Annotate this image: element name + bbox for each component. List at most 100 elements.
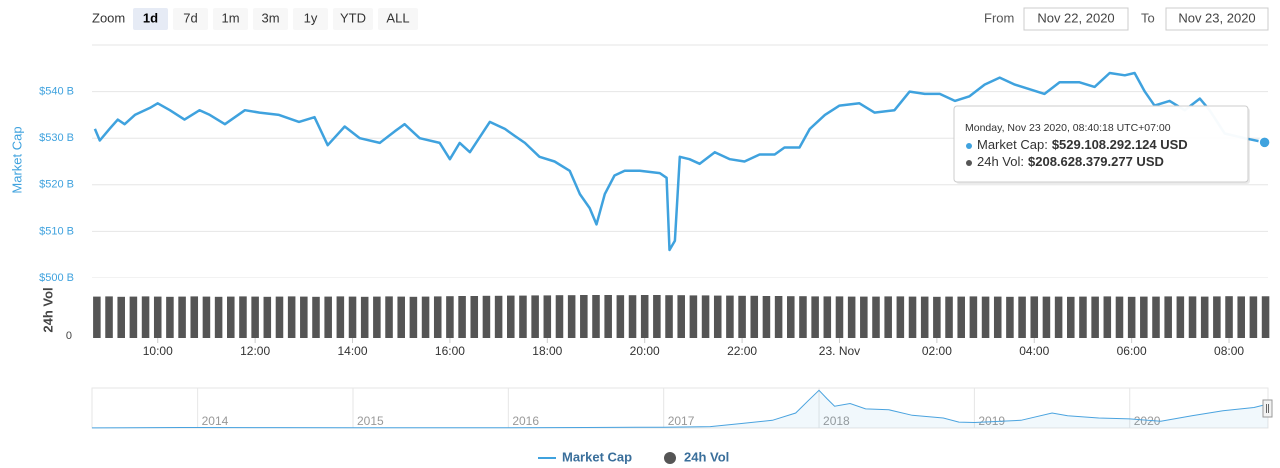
volume-bar bbox=[1261, 296, 1270, 338]
zoom-button[interactable] bbox=[173, 8, 208, 30]
volume-bar bbox=[1054, 296, 1063, 338]
hover-point bbox=[1258, 136, 1271, 149]
volume-bar bbox=[227, 296, 235, 338]
zoom-button-label[interactable]: 1y bbox=[304, 10, 318, 25]
volume-bar bbox=[1249, 296, 1258, 338]
zoom-button-label[interactable]: 7d bbox=[183, 10, 197, 25]
volume-bar bbox=[738, 295, 746, 338]
volume-bar bbox=[945, 296, 953, 338]
volume-bar bbox=[713, 295, 722, 338]
volume-bar bbox=[166, 296, 174, 338]
legend-label[interactable]: 24h Vol bbox=[684, 449, 729, 464]
volume-bar bbox=[1018, 296, 1026, 338]
volume-bar bbox=[823, 296, 832, 338]
navigator[interactable] bbox=[91, 387, 1269, 429]
volume-bar bbox=[957, 296, 965, 338]
volume-bar bbox=[860, 296, 868, 338]
zoom-button-label[interactable]: 1d bbox=[143, 10, 158, 25]
navigator-handle[interactable] bbox=[1262, 399, 1273, 418]
volume-bar bbox=[1200, 296, 1209, 338]
tooltip-dot bbox=[966, 160, 972, 166]
zoom-button[interactable] bbox=[293, 8, 328, 30]
volume-bar bbox=[762, 296, 771, 338]
navigator-tick-label: 2020 bbox=[1134, 414, 1161, 428]
volume-bar bbox=[519, 295, 527, 338]
x-tick-label: 12:00 bbox=[240, 344, 270, 358]
volume-bar bbox=[117, 296, 125, 338]
y2-axis-title: 24h Vol bbox=[40, 287, 55, 332]
volume-bar bbox=[263, 296, 272, 338]
y-tick-label: $530 B bbox=[39, 132, 74, 144]
volume-bar bbox=[689, 295, 698, 338]
to-input[interactable] bbox=[1165, 7, 1269, 31]
volume-bar bbox=[981, 296, 990, 338]
tooltip-item-label: Market Cap: bbox=[977, 137, 1048, 152]
volume-bar bbox=[1006, 296, 1014, 338]
x-tick-label: 10:00 bbox=[143, 344, 173, 358]
to-date[interactable]: Nov 23, 2020 bbox=[1178, 10, 1255, 25]
volume-bar bbox=[555, 295, 564, 338]
zoom-button-label[interactable]: ALL bbox=[386, 10, 409, 25]
zoom-button-label[interactable]: 3m bbox=[261, 10, 279, 25]
volume-bar bbox=[373, 296, 381, 338]
y2-tick-label: 0 bbox=[66, 330, 72, 342]
volume-bar bbox=[1188, 296, 1197, 338]
volume-bar bbox=[446, 296, 454, 338]
volume-bar bbox=[1042, 296, 1051, 338]
zoom-button[interactable] bbox=[133, 8, 168, 30]
legend-label[interactable]: Market Cap bbox=[562, 449, 632, 464]
volume-bar bbox=[920, 296, 929, 338]
navigator-tick-label: 2018 bbox=[823, 414, 850, 428]
volume-bar bbox=[933, 296, 941, 338]
volume-bar bbox=[93, 296, 101, 338]
volume-bar bbox=[190, 296, 199, 338]
volume-bar bbox=[1164, 296, 1172, 338]
volume-bar bbox=[324, 296, 332, 338]
volume-bar bbox=[470, 296, 479, 338]
zoom-button-label[interactable]: 1m bbox=[221, 10, 239, 25]
zoom-button[interactable] bbox=[378, 8, 418, 30]
tooltip bbox=[953, 105, 1249, 183]
volume-bar bbox=[397, 296, 405, 338]
from-date[interactable]: Nov 22, 2020 bbox=[1037, 10, 1114, 25]
x-tick-label: 18:00 bbox=[532, 344, 562, 358]
volume-bar bbox=[202, 296, 211, 338]
volume-bar bbox=[239, 296, 247, 338]
navigator-tick-label: 2019 bbox=[978, 414, 1005, 428]
from-input[interactable] bbox=[1023, 7, 1129, 31]
tooltip-item: 24h Vol: $208.628.379.277 USD bbox=[977, 154, 1164, 169]
volume-bar bbox=[129, 296, 138, 338]
navigator-area bbox=[92, 390, 1268, 428]
volume-bar bbox=[409, 296, 418, 338]
x-tick-label: 02:00 bbox=[922, 344, 952, 358]
volume-bar bbox=[604, 295, 612, 338]
y-tick-label: $540 B bbox=[39, 86, 74, 98]
volume-bar bbox=[300, 296, 308, 338]
volume-bar bbox=[275, 296, 284, 338]
tooltip-date: Monday, Nov 23 2020, 08:40:18 UTC+07:00 bbox=[965, 122, 1171, 134]
volume-bar bbox=[360, 296, 369, 338]
volume-bar bbox=[908, 296, 917, 338]
volume-bar bbox=[847, 296, 856, 338]
volume-bar bbox=[1237, 296, 1245, 338]
zoom-button[interactable] bbox=[213, 8, 248, 30]
volume-bar bbox=[592, 295, 600, 338]
volume-bar bbox=[348, 296, 357, 338]
volume-bar bbox=[799, 296, 807, 338]
volume-bar bbox=[653, 295, 661, 338]
volume-bar bbox=[872, 296, 880, 338]
zoom-button-label[interactable]: YTD bbox=[340, 10, 366, 25]
volume-bar bbox=[1127, 296, 1136, 338]
x-tick-label: 04:00 bbox=[1019, 344, 1049, 358]
volume-bar bbox=[580, 295, 588, 338]
zoom-button[interactable] bbox=[253, 8, 288, 30]
y-tick-label: $520 B bbox=[39, 179, 74, 191]
zoom-button[interactable] bbox=[333, 8, 373, 30]
x-tick-label: 14:00 bbox=[338, 344, 368, 358]
volume-bar bbox=[287, 296, 296, 338]
x-tick-label: 06:00 bbox=[1117, 344, 1147, 358]
volume-bar bbox=[665, 295, 673, 338]
volume-bar bbox=[336, 296, 345, 338]
volume-bar bbox=[1115, 296, 1124, 338]
